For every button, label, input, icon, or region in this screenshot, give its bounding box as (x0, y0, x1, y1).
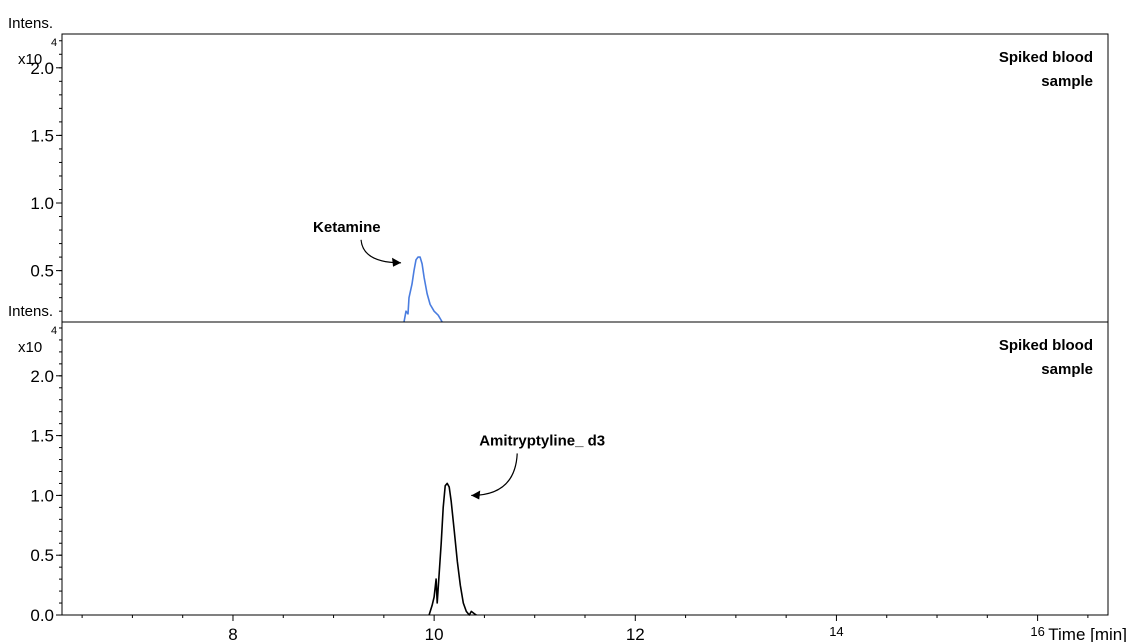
sample-label-line2: sample (1041, 73, 1093, 90)
series-line (403, 256, 443, 323)
x-tick-label: 10 (425, 625, 444, 642)
plot-frame (61, 321, 1109, 616)
sample-label-line1: Spiked blood (999, 49, 1093, 66)
top-panel: Intens. x10 4 0.5 1.0 1.5 2.0 Spiked blood sampl… (8, 15, 1109, 323)
y-tick-label: 1.0 (30, 194, 54, 213)
plot-frame (61, 33, 1109, 323)
y-tick-label: 0.5 (30, 546, 54, 565)
y-tick-label: 2.0 (30, 367, 54, 386)
x-tick-label: 14 (829, 624, 843, 639)
y-tick-label: 0.5 (30, 262, 54, 281)
series-line (428, 482, 477, 616)
y-axis-label: Intens. (8, 15, 53, 32)
annotation-arrowhead (392, 257, 402, 267)
x-tick-label: 12 (626, 625, 645, 642)
y-axis-exponent: 4 (51, 325, 57, 337)
bottom-panel: Intens. x10 4 0.0 0.5 1.0 1.5 2.0 Spiked blood sa… (8, 303, 1127, 642)
y-tick-label: 1.5 (30, 126, 54, 145)
y-axis-label: Intens. (8, 303, 53, 320)
sample-label-line1: Spiked blood (999, 337, 1093, 354)
annotation-arrow (471, 453, 518, 497)
sample-label-line2: sample (1041, 361, 1093, 378)
y-tick-label: 2.0 (30, 59, 54, 78)
peak-annotation: Amitryptyline_ d3 (479, 432, 605, 449)
x-tick-label: 8 (228, 625, 237, 642)
annotation-arrowhead (471, 490, 481, 500)
x-tick-label: 16 (1030, 624, 1044, 639)
y-tick-label: 1.0 (30, 486, 54, 505)
y-axis-multiplier: x10 (18, 339, 42, 356)
y-axis-exponent: 4 (51, 37, 57, 49)
x-axis-label: Time [min] (1048, 625, 1127, 642)
y-axis-multiplier: x10 (18, 51, 42, 68)
y-tick-label: 1.5 (30, 427, 54, 446)
y-tick-label: 0.0 (30, 606, 54, 625)
peak-annotation: Ketamine (313, 219, 381, 236)
annotation-arrow (360, 239, 402, 264)
